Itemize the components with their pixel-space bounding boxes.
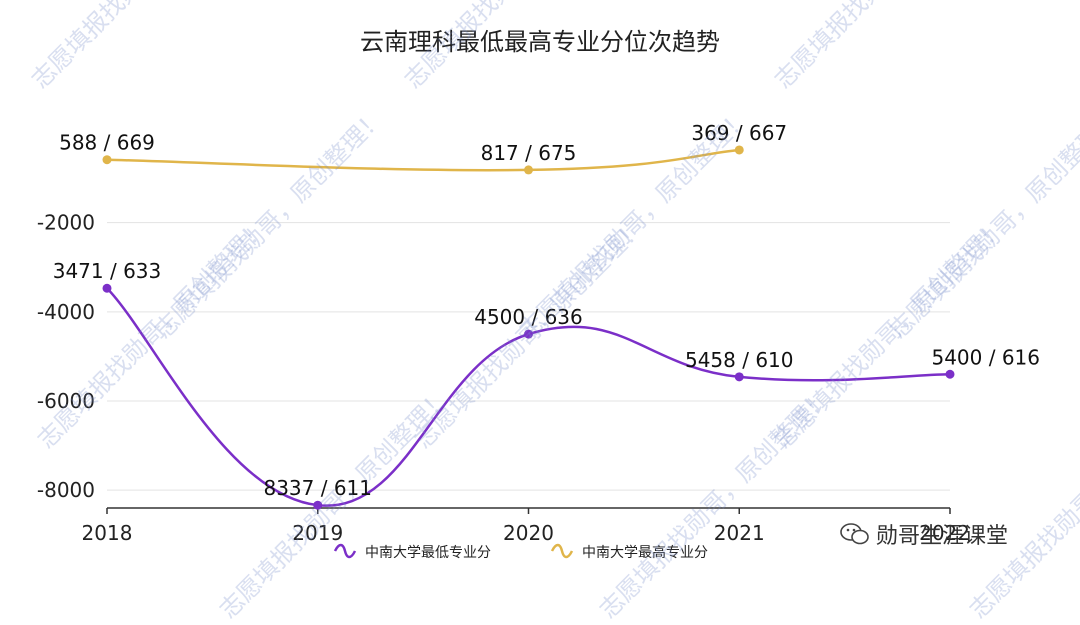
series-line	[106, 287, 951, 507]
data-label: 588 / 669	[59, 131, 155, 155]
legend-swatch	[333, 543, 357, 559]
data-label: 5400 / 616	[931, 345, 1040, 369]
data-point[interactable]	[524, 165, 533, 175]
y-tick-label: -4000	[37, 300, 95, 324]
legend-item[interactable]: 中南大学最高专业分	[550, 543, 708, 561]
data-point[interactable]	[734, 145, 744, 155]
legend-label: 中南大学最低专业分	[365, 545, 491, 561]
series-layer: 3471 / 633 8337 / 611 4500 / 636 5458 / 610…	[53, 121, 1040, 510]
data-point[interactable]	[102, 283, 112, 293]
x-tick-label: 2022	[919, 521, 970, 545]
brand-text: 勋哥生涯课堂	[876, 524, 1009, 549]
data-point[interactable]	[102, 155, 112, 165]
y-tick-label: -8000	[37, 478, 95, 502]
data-point[interactable]	[734, 372, 744, 382]
data-point[interactable]	[524, 329, 533, 339]
series-1: 3471 / 633 8337 / 611 4500 / 636 5458 / 610…	[53, 259, 1040, 510]
series-2: 588 / 669 817 / 675 369 / 667	[59, 121, 787, 175]
x-tick-label: 2021	[714, 521, 765, 545]
legend-item[interactable]: 中南大学最低专业分	[333, 543, 491, 561]
grid	[107, 222, 950, 491]
data-label: 817 / 675	[481, 141, 577, 165]
legend-swatch	[550, 543, 574, 559]
brand: 勋哥生涯课堂	[840, 518, 1008, 550]
chart: 云南理科最低最高专业分位次趋势 -2000 -4000 -6000 -8000 201…	[37, 28, 1040, 561]
legend[interactable]: 中南大学最低专业分 中南大学最高专业分	[333, 543, 708, 561]
series-line	[106, 148, 740, 172]
data-label: 5458 / 610	[685, 348, 794, 372]
y-tick-label: -6000	[37, 389, 95, 413]
legend-label: 中南大学最高专业分	[582, 544, 708, 561]
wechat-icon	[840, 523, 869, 545]
x-tick-label: 2019	[292, 521, 343, 545]
y-tick-label: -2000	[37, 211, 95, 235]
data-label: 8337 / 611	[263, 476, 372, 500]
x-tick-label: 2018	[82, 521, 133, 545]
y-axis: -2000 -4000 -6000 -8000	[37, 211, 95, 502]
data-label: 4500 / 636	[474, 305, 583, 329]
data-point[interactable]	[945, 369, 955, 379]
x-tick-label: 2020	[503, 521, 554, 545]
data-label: 369 / 667	[691, 121, 787, 145]
data-point[interactable]	[313, 500, 323, 510]
chart-title: 云南理科最低最高专业分位次趋势	[360, 28, 720, 56]
x-axis: 2018 2019 2020 2021 2022	[82, 507, 970, 545]
data-label: 3471 / 633	[53, 259, 162, 283]
